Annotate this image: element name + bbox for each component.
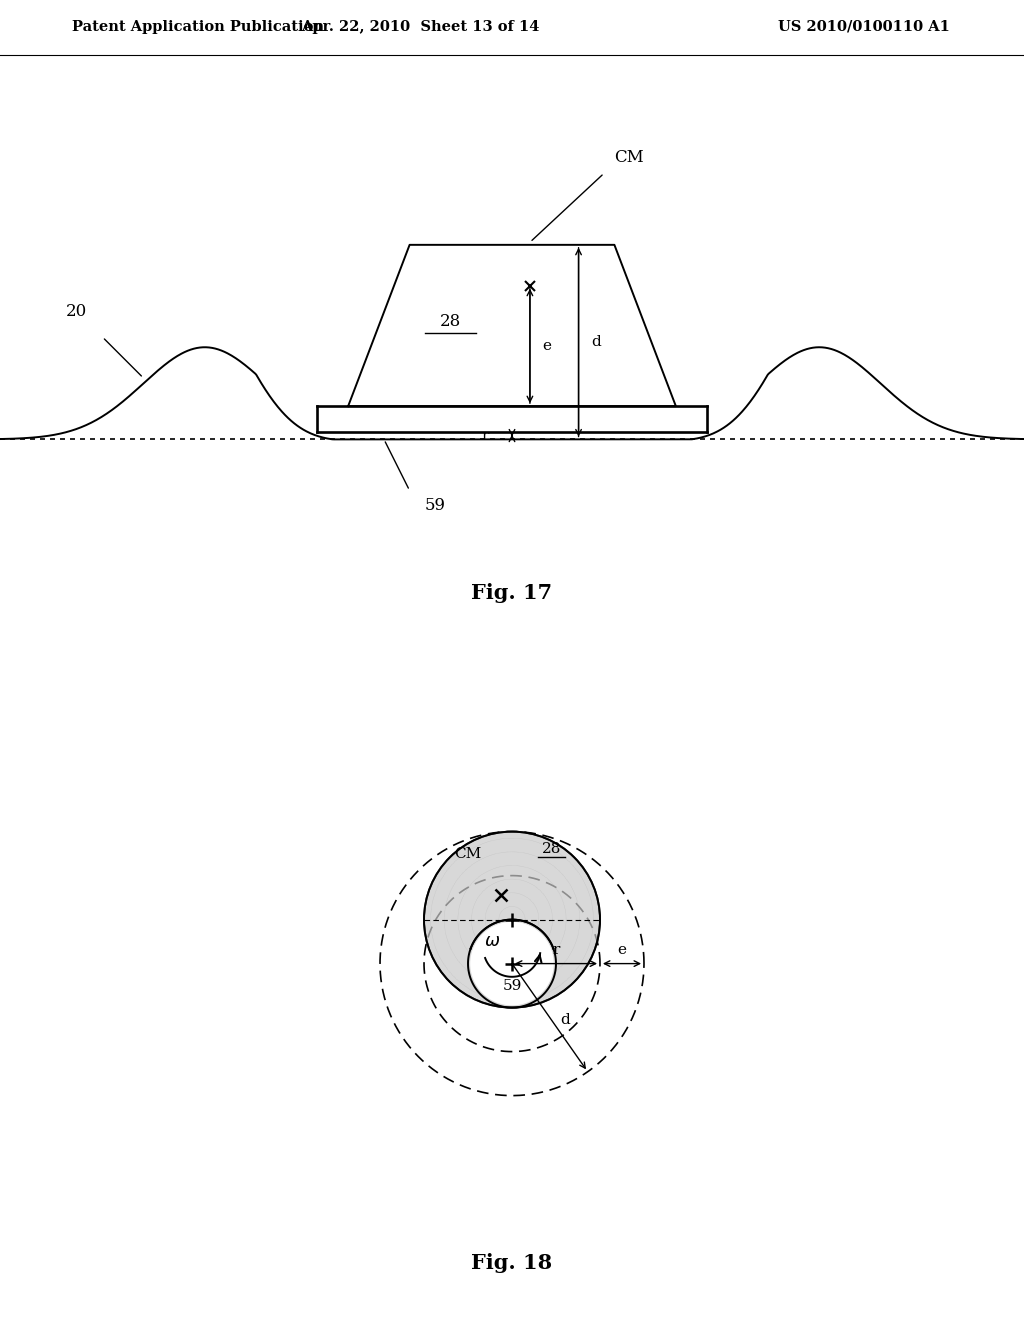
Text: Fig. 17: Fig. 17: [471, 583, 553, 603]
Text: e: e: [617, 942, 627, 957]
Circle shape: [424, 832, 600, 1007]
Text: Fig. 18: Fig. 18: [471, 1253, 553, 1272]
Text: d: d: [592, 335, 601, 348]
Circle shape: [470, 921, 554, 1006]
Text: d: d: [560, 1014, 570, 1027]
Text: US 2010/0100110 A1: US 2010/0100110 A1: [778, 20, 950, 34]
Text: 28: 28: [542, 842, 561, 857]
Text: r: r: [481, 429, 489, 442]
Text: r: r: [552, 942, 560, 957]
Text: Apr. 22, 2010  Sheet 13 of 14: Apr. 22, 2010 Sheet 13 of 14: [301, 20, 539, 34]
Text: e: e: [543, 339, 552, 352]
Text: 20: 20: [67, 302, 87, 319]
Text: Patent Application Publication: Patent Application Publication: [72, 20, 324, 34]
Text: $\omega$: $\omega$: [484, 932, 501, 949]
Text: CM: CM: [614, 149, 644, 166]
Text: CM: CM: [455, 846, 481, 861]
Text: 59: 59: [503, 978, 522, 993]
Text: 59: 59: [425, 498, 445, 515]
Text: 28: 28: [440, 313, 461, 330]
